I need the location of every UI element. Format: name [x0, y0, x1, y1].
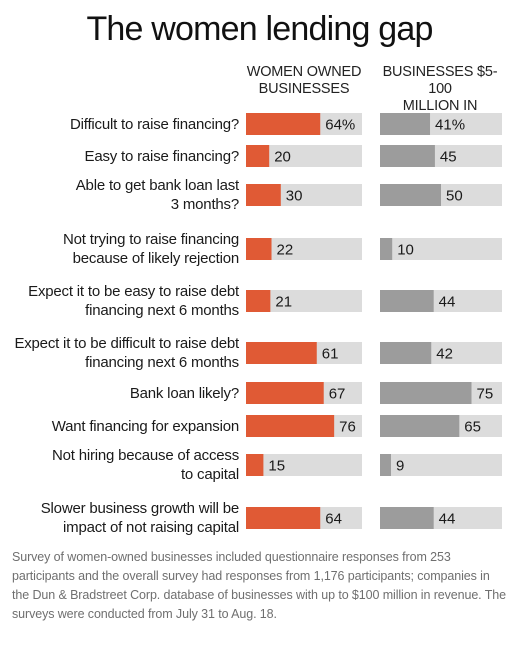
row-label: Bank loan likely? — [129, 384, 239, 402]
bar-track — [246, 454, 362, 476]
bar-businesses-revenue — [380, 290, 434, 312]
row-label: Easy to raise financing? — [84, 147, 240, 165]
bar-track — [246, 145, 362, 167]
data-label: 21 — [275, 294, 292, 311]
data-label: 75 — [477, 386, 494, 403]
bar-track — [380, 454, 502, 476]
data-label: 45 — [440, 149, 457, 166]
bar-businesses-revenue — [380, 454, 391, 476]
bar-businesses-revenue — [380, 342, 432, 364]
bar-track — [246, 290, 362, 312]
bar-women-owned — [246, 290, 271, 312]
bar-track — [246, 238, 362, 260]
bar-women-owned — [246, 454, 264, 476]
bar-women-owned — [246, 145, 270, 167]
bar-women-owned — [246, 113, 321, 135]
row-label: Difficult to raise financing? — [69, 115, 239, 133]
bar-track — [380, 238, 502, 260]
bar-chart: 64% 41% 20 45 30 50 22 10 21 44 61 42 67 75 76 65 15 9 64 4… — [246, 113, 502, 529]
data-label: 42 — [436, 346, 453, 363]
row-label: Slower business growth will be impact of … — [40, 500, 239, 536]
data-label: 22 — [277, 242, 294, 259]
row-label: Not trying to raise financing because of … — [63, 231, 239, 267]
data-label: 44 — [439, 294, 456, 311]
bar-businesses-revenue — [380, 145, 435, 167]
bar-businesses-revenue — [380, 382, 472, 404]
row-label: Want financing for expansion — [51, 417, 239, 435]
bar-businesses-revenue — [380, 184, 441, 206]
data-label: 61 — [322, 346, 339, 363]
footnote: Survey of women-owned businesses include… — [12, 550, 506, 621]
row-label: Able to get bank loan last 3 months? — [75, 177, 239, 213]
bar-women-owned — [246, 184, 281, 206]
data-label: 30 — [286, 188, 303, 205]
bar-businesses-revenue — [380, 238, 393, 260]
bar-women-owned — [246, 507, 321, 529]
bar-women-owned — [246, 238, 272, 260]
bar-businesses-revenue — [380, 507, 434, 529]
data-label: 10 — [397, 242, 414, 259]
data-label: 65 — [464, 419, 481, 436]
data-label: 41% — [435, 117, 465, 134]
data-label: 44 — [439, 511, 456, 528]
bar-businesses-revenue — [380, 415, 460, 437]
data-label: 67 — [329, 386, 346, 403]
data-label: 50 — [446, 188, 463, 205]
data-label: 76 — [339, 419, 356, 436]
bar-businesses-revenue — [380, 113, 431, 135]
column-header-women-owned: WOMEN OWNED BUSINESSES — [246, 64, 362, 97]
data-label: 64 — [325, 511, 342, 528]
bar-women-owned — [246, 415, 335, 437]
row-label: Not hiring because of access to capital — [51, 447, 239, 483]
chart-title: The women lending gap — [86, 10, 433, 48]
bar-women-owned — [246, 382, 324, 404]
data-label: 15 — [268, 458, 285, 475]
row-label: Expect it to be easy to raise debt financ… — [28, 283, 239, 319]
bar-women-owned — [246, 342, 317, 364]
data-label: 64% — [325, 117, 355, 134]
data-label: 9 — [396, 458, 404, 475]
data-label: 20 — [274, 149, 291, 166]
row-label: Expect it to be difficult to raise debt f… — [14, 335, 239, 371]
